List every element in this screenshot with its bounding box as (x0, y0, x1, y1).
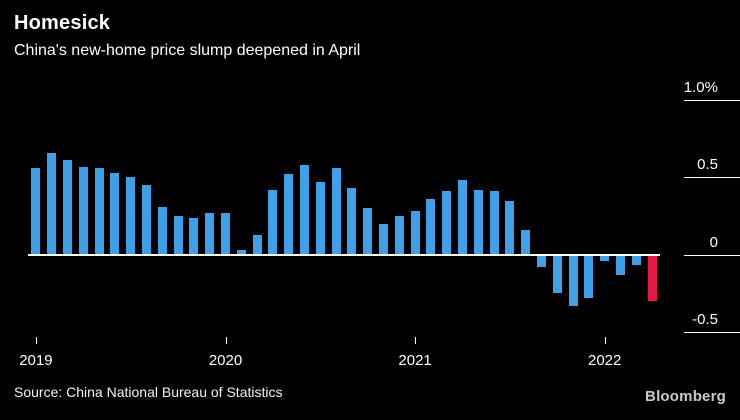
chart-subtitle: China's new-home price slump deepened in… (14, 42, 361, 59)
source-note: Source: China National Bureau of Statist… (14, 384, 283, 400)
bar (552, 254, 562, 294)
y-axis-label: 1.0% (683, 79, 718, 96)
y-axis-label: 0 (709, 233, 718, 251)
bloomberg-logo: Bloomberg (645, 388, 726, 405)
bar (173, 216, 183, 255)
bar (78, 166, 88, 255)
bar (268, 189, 278, 255)
bar (221, 212, 230, 255)
bar (47, 152, 57, 255)
bar (631, 254, 641, 266)
x-axis-tick (35, 337, 37, 344)
bar (584, 254, 594, 298)
bar (189, 217, 199, 255)
y-gridline-segment (684, 254, 740, 256)
bar (252, 234, 262, 255)
bar (126, 177, 136, 255)
bar (363, 208, 373, 255)
x-axis-label: 2021 (398, 352, 432, 369)
bar (616, 254, 625, 275)
bar (489, 191, 499, 255)
x-axis-label: 2022 (588, 352, 622, 369)
chart-title: Homesick (14, 12, 111, 34)
x-axis-label: 2019 (19, 352, 53, 369)
bar (410, 211, 420, 255)
x-axis-tick (225, 337, 227, 344)
bar (315, 181, 325, 255)
bar (568, 254, 578, 306)
bar (458, 180, 467, 255)
bar (142, 185, 151, 255)
y-axis-label: 0.5 (697, 156, 718, 174)
bar (284, 174, 294, 255)
bar (331, 168, 341, 255)
bar (31, 168, 41, 255)
y-gridline-segment (684, 177, 740, 179)
bar (205, 212, 215, 255)
bar (426, 198, 436, 255)
bar (347, 188, 357, 255)
x-axis-label: 2020 (208, 352, 243, 369)
bar (394, 216, 404, 255)
bar (300, 164, 309, 255)
bar (600, 254, 610, 261)
y-gridline-segment (684, 100, 740, 101)
bar (505, 200, 515, 255)
zero-axis-line (28, 253, 660, 256)
bar (236, 250, 246, 255)
bar (473, 189, 483, 255)
bar (379, 223, 388, 255)
bar (537, 254, 546, 268)
x-axis-tick (604, 337, 606, 344)
bar (94, 168, 104, 255)
bar-chart-plot-area (28, 100, 660, 332)
y-axis-label: -0.5 (692, 311, 718, 328)
bar-highlighted (647, 254, 657, 302)
bar (110, 172, 120, 255)
bar (521, 229, 531, 255)
bar (442, 191, 452, 255)
y-gridline-segment (684, 332, 740, 333)
x-axis-tick (415, 337, 417, 344)
bar (63, 160, 72, 255)
bar (157, 206, 167, 255)
